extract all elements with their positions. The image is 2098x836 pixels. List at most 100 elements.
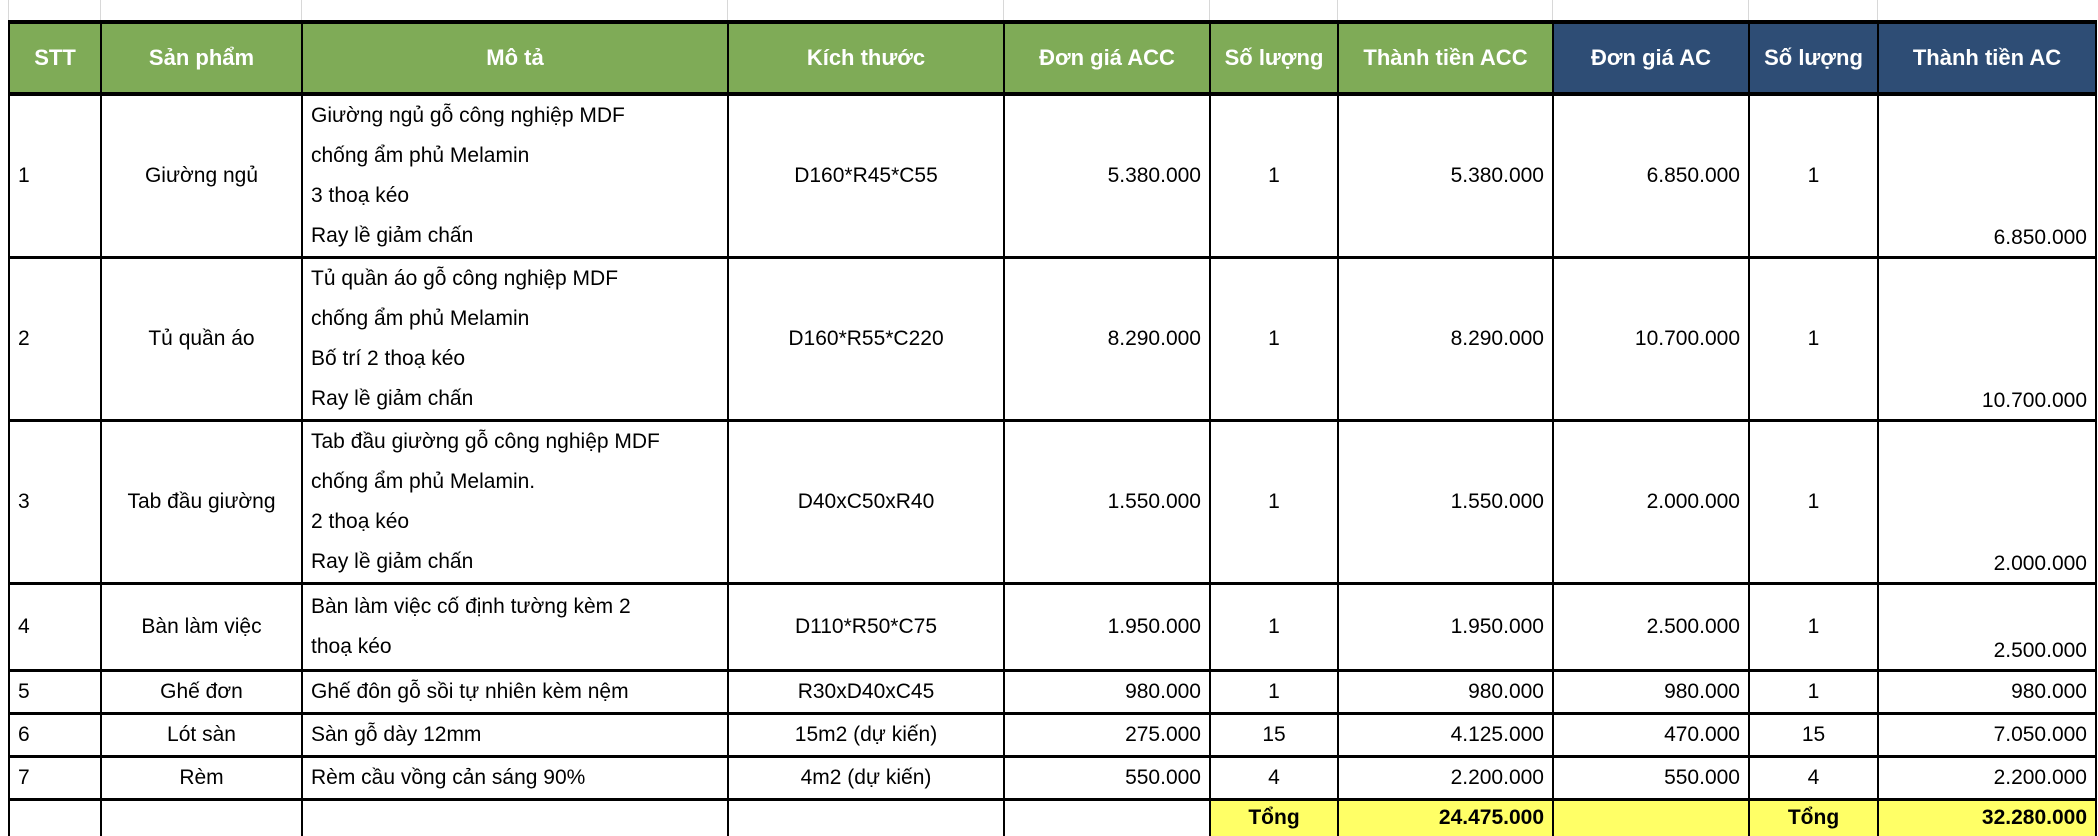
cell-description[interactable]: Giường ngủ gỗ công nghiệp MDF chống ẩm ph… xyxy=(301,94,729,259)
cell-total-ac[interactable]: 2.200.000 xyxy=(1877,756,2097,801)
header-description[interactable]: Mô tả xyxy=(301,20,729,96)
cell-description[interactable]: Bàn làm việc cố định tường kèm 2 thoạ kéo xyxy=(301,583,729,672)
cell-stt[interactable]: 6 xyxy=(8,713,102,758)
cell-product[interactable]: Bàn làm việc xyxy=(100,583,303,672)
description-line: Giường ngủ gỗ công nghiệp MDF xyxy=(311,104,625,127)
cell-total-acc[interactable]: 4.125.000 xyxy=(1337,713,1554,758)
cell-stt[interactable]: 4 xyxy=(8,583,102,672)
cell-price-acc[interactable]: 275.000 xyxy=(1003,713,1211,758)
cell-size[interactable]: R30xD40xC45 xyxy=(727,670,1005,715)
header-size[interactable]: Kích thước xyxy=(727,20,1005,96)
cell-qty-acc[interactable]: 1 xyxy=(1209,670,1339,715)
total-value-acc[interactable]: 24.475.000 xyxy=(1337,799,1554,836)
cell-stt[interactable]: 2 xyxy=(8,257,102,422)
cell-total-acc[interactable]: 1.550.000 xyxy=(1337,420,1554,585)
empty-cell[interactable] xyxy=(100,799,303,836)
cell-stt[interactable]: 1 xyxy=(8,94,102,259)
cell-description[interactable]: Sàn gỗ dày 12mm xyxy=(301,713,729,758)
cell-description[interactable]: Ghế đôn gỗ sồi tự nhiên kèm nệm xyxy=(301,670,729,715)
cell-total-acc[interactable]: 8.290.000 xyxy=(1337,257,1554,422)
cell-total-ac[interactable]: 10.700.000 xyxy=(1877,257,2097,422)
empty-cell[interactable] xyxy=(8,799,102,836)
cell-product[interactable]: Lót sàn xyxy=(100,713,303,758)
cell-size[interactable]: D160*R45*C55 xyxy=(727,94,1005,259)
header-stt[interactable]: STT xyxy=(8,20,102,96)
header-qty-acc[interactable]: Số lượng xyxy=(1209,20,1339,96)
description-line: 2 thoạ kéo xyxy=(311,510,410,533)
cell-qty-acc[interactable]: 4 xyxy=(1209,756,1339,801)
cell-qty-ac[interactable]: 1 xyxy=(1748,94,1879,259)
cell-price-ac[interactable]: 10.700.000 xyxy=(1552,257,1750,422)
header-price-ac[interactable]: Đơn giá AC xyxy=(1552,20,1750,96)
cell-total-acc[interactable]: 1.950.000 xyxy=(1337,583,1554,672)
cell-size[interactable]: D160*R55*C220 xyxy=(727,257,1005,422)
empty-cell[interactable] xyxy=(1003,799,1211,836)
cell-price-acc[interactable]: 1.550.000 xyxy=(1003,420,1211,585)
cell-description[interactable]: Tủ quần áo gỗ công nghiệp MDF chống ẩm ph… xyxy=(301,257,729,422)
cell-stt[interactable]: 7 xyxy=(8,756,102,801)
cell-total-ac[interactable]: 980.000 xyxy=(1877,670,2097,715)
description-line: Sàn gỗ dày 12mm xyxy=(311,723,482,746)
description-line: chống ẩm phủ Melamin. xyxy=(311,470,536,493)
cell-total-acc[interactable]: 980.000 xyxy=(1337,670,1554,715)
cell-price-ac[interactable]: 2.500.000 xyxy=(1552,583,1750,672)
cell-qty-acc[interactable]: 1 xyxy=(1209,94,1339,259)
cell-price-ac[interactable]: 2.000.000 xyxy=(1552,420,1750,585)
table-row: 2 Tủ quần áo Tủ quần áo gỗ công nghiệp MDF… xyxy=(8,257,2097,422)
cell-qty-ac[interactable]: 4 xyxy=(1748,756,1879,801)
empty-cell[interactable] xyxy=(1552,799,1750,836)
cell-description[interactable]: Rèm cầu vồng cản sáng 90% xyxy=(301,756,729,801)
cell-qty-ac[interactable]: 1 xyxy=(1748,257,1879,422)
header-total-ac[interactable]: Thành tiền AC xyxy=(1877,20,2097,96)
cell-description[interactable]: Tab đầu giường gỗ công nghiệp MDF chống ẩ… xyxy=(301,420,729,585)
cell-price-acc[interactable]: 1.950.000 xyxy=(1003,583,1211,672)
cell-size[interactable]: D40xC50xR40 xyxy=(727,420,1005,585)
cell-total-acc[interactable]: 5.380.000 xyxy=(1337,94,1554,259)
cell-qty-acc[interactable]: 1 xyxy=(1209,583,1339,672)
cell-total-ac[interactable]: 2.500.000 xyxy=(1877,583,2097,672)
cell-product[interactable]: Giường ngủ xyxy=(100,94,303,259)
total-value-ac[interactable]: 32.280.000 xyxy=(1877,799,2097,836)
cell-qty-acc[interactable]: 1 xyxy=(1209,257,1339,422)
cell-total-acc[interactable]: 2.200.000 xyxy=(1337,756,1554,801)
cell-price-acc[interactable]: 8.290.000 xyxy=(1003,257,1211,422)
cell-qty-ac[interactable]: 15 xyxy=(1748,713,1879,758)
cell-qty-acc[interactable]: 1 xyxy=(1209,420,1339,585)
header-price-acc[interactable]: Đơn giá ACC xyxy=(1003,20,1211,96)
cell-stt[interactable]: 5 xyxy=(8,670,102,715)
cell-qty-acc[interactable]: 15 xyxy=(1209,713,1339,758)
totals-row: Tổng 24.475.000 Tổng 32.280.000 xyxy=(8,799,2097,836)
cell-price-acc[interactable]: 550.000 xyxy=(1003,756,1211,801)
cell-size[interactable]: 15m2 (dự kiến) xyxy=(727,713,1005,758)
cell-qty-ac[interactable]: 1 xyxy=(1748,670,1879,715)
cell-product[interactable]: Tab đầu giường xyxy=(100,420,303,585)
cell-total-ac[interactable]: 7.050.000 xyxy=(1877,713,2097,758)
total-label-ac[interactable]: Tổng xyxy=(1748,799,1879,836)
cell-product[interactable]: Rèm xyxy=(100,756,303,801)
cell-qty-ac[interactable]: 1 xyxy=(1748,420,1879,585)
empty-cell[interactable] xyxy=(727,799,1005,836)
description-line: 3 thoạ kéo xyxy=(311,184,410,207)
cell-stt[interactable]: 3 xyxy=(8,420,102,585)
cell-total-ac[interactable]: 6.850.000 xyxy=(1877,94,2097,259)
cell-price-acc[interactable]: 5.380.000 xyxy=(1003,94,1211,259)
description-line: Bố trí 2 thoạ kéo xyxy=(311,347,466,370)
total-label-acc[interactable]: Tổng xyxy=(1209,799,1339,836)
cell-product[interactable]: Ghế đơn xyxy=(100,670,303,715)
cell-price-ac[interactable]: 470.000 xyxy=(1552,713,1750,758)
cell-size[interactable]: D110*R50*C75 xyxy=(727,583,1005,672)
header-total-acc[interactable]: Thành tiền ACC xyxy=(1337,20,1554,96)
table-row: 6 Lót sàn Sàn gỗ dày 12mm 15m2 (dự kiến) 275… xyxy=(8,713,2097,758)
header-qty-ac[interactable]: Số lượng xyxy=(1748,20,1879,96)
cell-product[interactable]: Tủ quần áo xyxy=(100,257,303,422)
cell-price-acc[interactable]: 980.000 xyxy=(1003,670,1211,715)
header-product[interactable]: Sản phẩm xyxy=(100,20,303,96)
cell-price-ac[interactable]: 550.000 xyxy=(1552,756,1750,801)
cell-qty-ac[interactable]: 1 xyxy=(1748,583,1879,672)
cell-total-ac[interactable]: 2.000.000 xyxy=(1877,420,2097,585)
empty-cell[interactable] xyxy=(301,799,729,836)
cell-size[interactable]: 4m2 (dự kiến) xyxy=(727,756,1005,801)
cell-price-ac[interactable]: 6.850.000 xyxy=(1552,94,1750,259)
cell-price-ac[interactable]: 980.000 xyxy=(1552,670,1750,715)
description-line: Ray lề giảm chấn xyxy=(311,224,474,247)
